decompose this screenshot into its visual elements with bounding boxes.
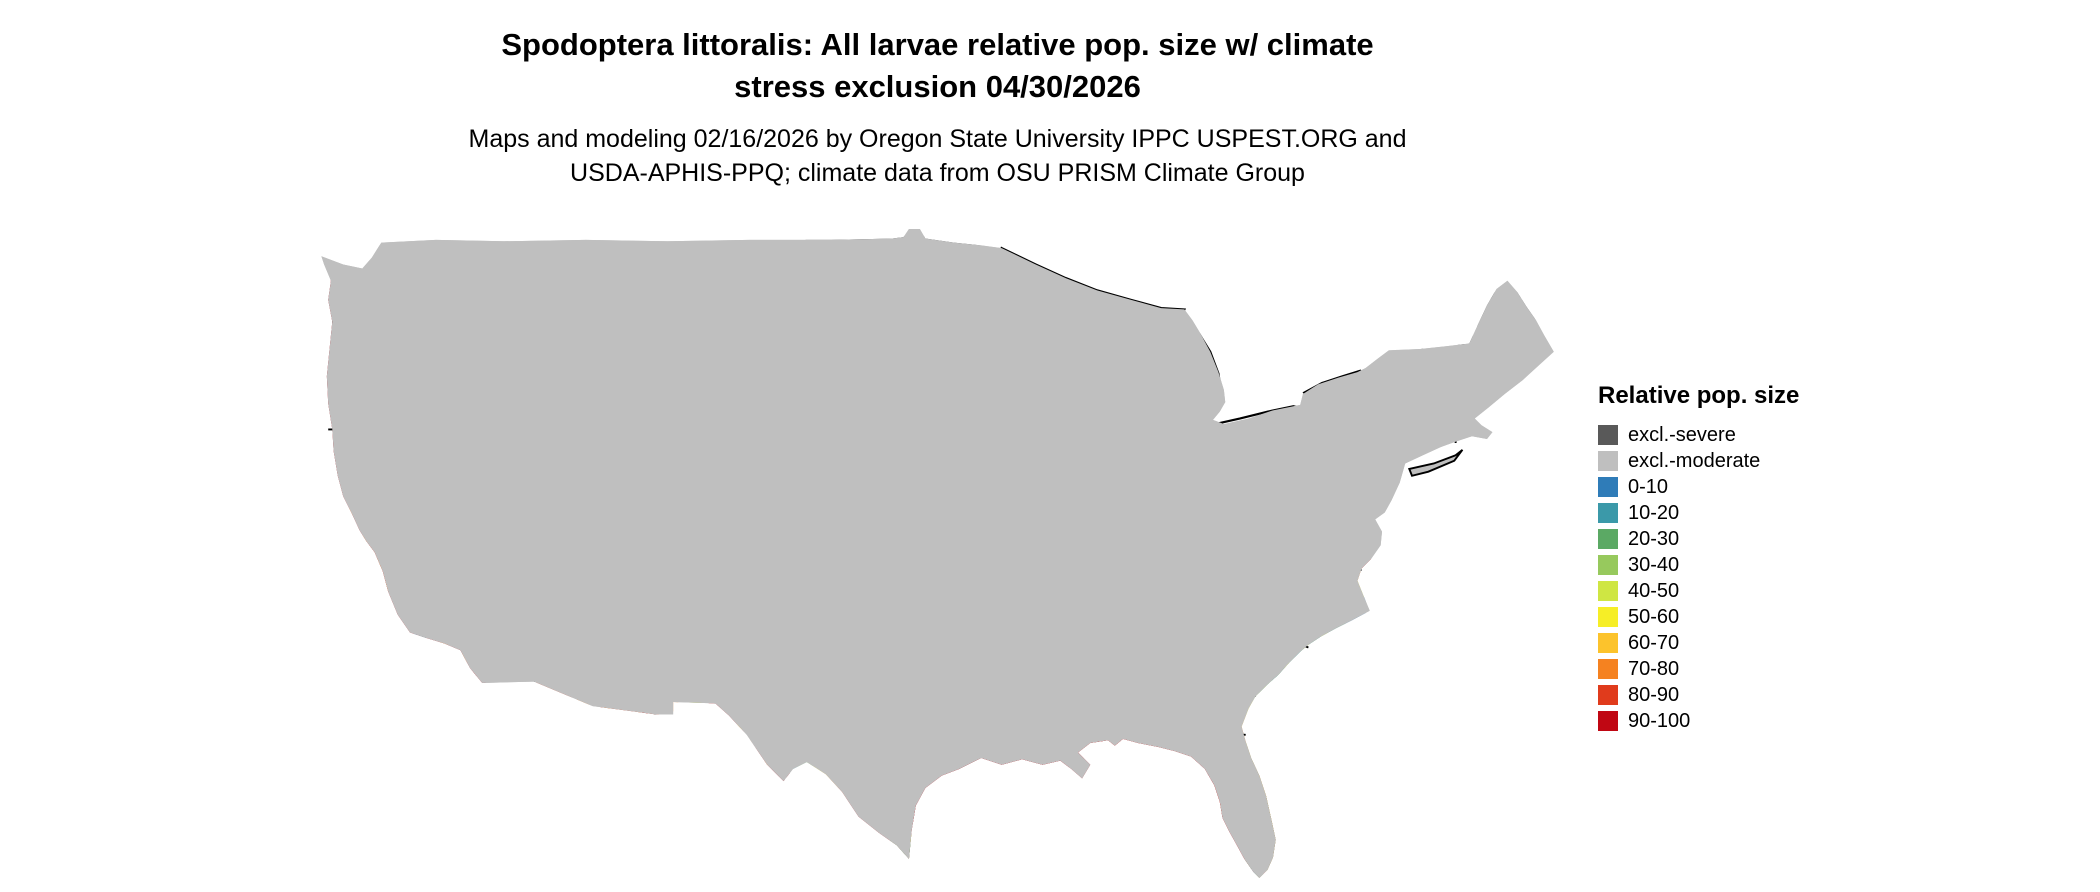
legend-title: Relative pop. size xyxy=(1598,382,1800,409)
us-map xyxy=(319,227,1556,880)
map-subtitle-line2: USDA-APHIS-PPQ; climate data from OSU PR… xyxy=(570,159,1305,187)
legend-item: excl.-severe xyxy=(1598,422,1799,448)
legend-label: 70-80 xyxy=(1628,657,1680,680)
map-subtitle: Maps and modeling 02/16/2026 by Oregon S… xyxy=(0,122,1875,190)
legend-swatch xyxy=(1598,503,1618,523)
legend-item: 10-20 xyxy=(1598,500,1799,526)
legend-label: 40-50 xyxy=(1628,579,1680,602)
legend-item: 70-80 xyxy=(1598,656,1799,682)
legend-label: 20-30 xyxy=(1628,527,1680,550)
legend-item: 60-70 xyxy=(1598,630,1799,656)
map-title-line2: stress exclusion 04/30/2026 xyxy=(734,69,1141,104)
legend-label: 60-70 xyxy=(1628,631,1680,654)
map-subtitle-line1: Maps and modeling 02/16/2026 by Oregon S… xyxy=(468,125,1407,153)
legend-item: 50-60 xyxy=(1598,604,1799,630)
legend-swatch xyxy=(1598,711,1618,731)
legend-item: 80-90 xyxy=(1598,682,1799,708)
legend-label: excl.-moderate xyxy=(1628,449,1761,472)
legend-label: 80-90 xyxy=(1628,683,1680,706)
legend-label: 0-10 xyxy=(1628,475,1669,498)
long-island xyxy=(1407,449,1464,477)
legend-item: 30-40 xyxy=(1598,552,1799,578)
legend-swatch xyxy=(1598,425,1618,445)
legend-item: 90-100 xyxy=(1598,708,1799,734)
legend-swatch xyxy=(1598,477,1618,497)
legend: Relative pop. size excl.-severe excl.-mo… xyxy=(1598,382,1799,734)
map-title: Spodoptera littoralis: All larvae relati… xyxy=(0,24,1875,108)
legend-swatch xyxy=(1598,451,1618,471)
legend-swatch xyxy=(1598,685,1618,705)
legend-item: excl.-moderate xyxy=(1598,448,1799,474)
legend-label: 10-20 xyxy=(1628,501,1680,524)
legend-label: excl.-severe xyxy=(1628,423,1736,446)
legend-item: 0-10 xyxy=(1598,474,1799,500)
map-title-line1: Spodoptera littoralis: All larvae relati… xyxy=(501,27,1374,62)
legend-swatch xyxy=(1598,555,1618,575)
legend-item: 40-50 xyxy=(1598,578,1799,604)
legend-swatch xyxy=(1598,633,1618,653)
legend-label: 30-40 xyxy=(1628,553,1680,576)
legend-item: 20-30 xyxy=(1598,526,1799,552)
us-map-container xyxy=(313,227,1556,892)
legend-label: 50-60 xyxy=(1628,605,1680,628)
legend-swatch xyxy=(1598,607,1618,627)
legend-swatch xyxy=(1598,581,1618,601)
legend-label: 90-100 xyxy=(1628,709,1691,732)
legend-swatch xyxy=(1598,659,1618,679)
legend-swatch xyxy=(1598,529,1618,549)
